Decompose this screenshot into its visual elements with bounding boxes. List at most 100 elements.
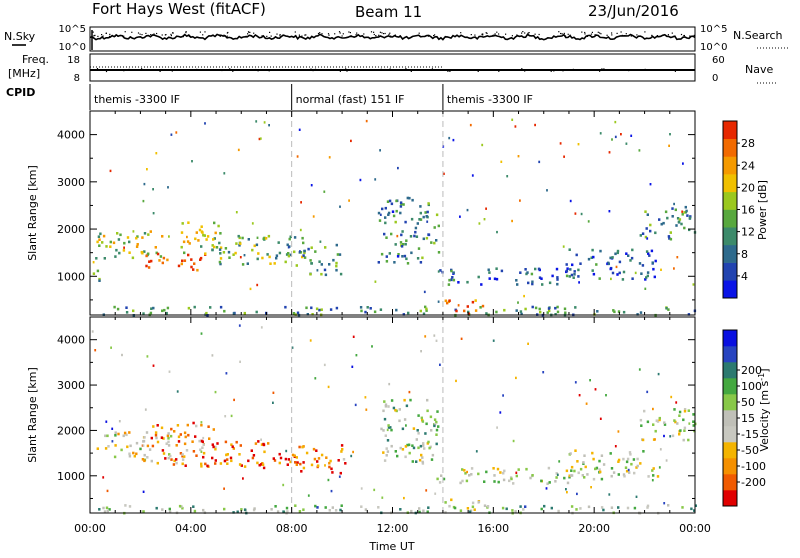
scatter-cell — [669, 435, 672, 438]
scatter-cell — [419, 309, 422, 313]
scatter-cell — [591, 248, 594, 252]
scatter-cell — [338, 475, 341, 478]
scatter-cell — [448, 278, 451, 282]
scatter-cell — [654, 429, 657, 433]
scatter-cell — [639, 418, 643, 422]
scatter-cell — [435, 428, 439, 432]
scatter-cell — [419, 444, 423, 448]
scatter-cell — [177, 435, 181, 439]
scatter-cell — [448, 299, 451, 302]
scatter-cell — [412, 427, 416, 430]
scatter-cell — [143, 453, 146, 457]
scatter-cell — [382, 409, 385, 413]
scatter-cell — [253, 507, 256, 510]
scatter-cell — [162, 452, 166, 455]
scatter-cell — [119, 233, 122, 237]
scatter-cell — [595, 263, 598, 266]
scatter-cell — [410, 509, 413, 513]
scatter-cell — [145, 254, 148, 258]
scatter-cell — [627, 468, 630, 472]
scatter-cell — [646, 274, 649, 278]
nsearch-point — [249, 31, 251, 33]
scatter-cell — [500, 160, 503, 163]
scatter-cell — [574, 212, 577, 215]
colorbar-swatch — [723, 490, 737, 507]
scatter-cell — [446, 301, 449, 305]
scatter-cell — [399, 201, 403, 204]
scatter-cell — [411, 198, 414, 202]
nsearch-point — [516, 34, 518, 36]
scatter-cell — [398, 408, 401, 411]
scatter-cell — [391, 210, 395, 213]
scatter-cell — [135, 245, 139, 248]
scatter-cell — [272, 457, 275, 460]
scatter-cell — [317, 457, 321, 460]
scatter-cell — [471, 505, 475, 509]
scatter-cell — [105, 420, 108, 423]
scatter-cell — [141, 236, 144, 239]
scatter-cell — [591, 269, 594, 272]
scatter-cell — [405, 239, 408, 242]
scatter-cell — [404, 242, 407, 246]
scatter-cell — [311, 262, 313, 265]
scatter-cell — [199, 258, 202, 261]
scatter-cell — [132, 451, 135, 455]
scatter-cell — [192, 421, 195, 425]
scatter-cell — [477, 472, 480, 476]
scatter-cell — [615, 265, 618, 269]
scatter-cell — [172, 463, 176, 466]
scatter-cell — [165, 311, 168, 315]
scatter-cell — [150, 259, 153, 263]
scatter-cell — [312, 215, 315, 218]
scatter-cell — [408, 390, 411, 394]
nsearch-point — [101, 34, 103, 36]
scatter-cell — [658, 418, 661, 422]
scatter-cell — [214, 462, 217, 465]
scatter-cell — [237, 148, 240, 152]
scatter-cell — [359, 178, 362, 182]
scatter-cell — [136, 235, 139, 238]
scatter-cell — [162, 256, 166, 260]
scatter-cell — [566, 491, 568, 494]
scatter-cell — [598, 277, 601, 280]
scatter-cell — [217, 224, 220, 228]
scatter-cell — [678, 432, 681, 436]
nave-point — [141, 68, 143, 70]
scatter-cell — [682, 418, 685, 422]
scatter-cell — [149, 311, 153, 315]
scatter-cell — [577, 268, 580, 272]
scatter-cell — [392, 214, 396, 218]
scatter-cell — [330, 489, 333, 493]
scatter-cell — [154, 431, 158, 434]
scatter-cell — [296, 461, 299, 464]
scatter-cell — [599, 470, 602, 474]
scatter-cell — [238, 324, 241, 327]
scatter-cell — [605, 394, 607, 397]
colorbar-tick-label: 100 — [741, 380, 762, 393]
scatter-cell — [649, 223, 652, 227]
scatter-cell — [383, 232, 386, 236]
freq-trace-group — [90, 66, 695, 73]
scatter-cell — [200, 332, 203, 335]
scatter-cell — [610, 506, 614, 509]
scatter-cell — [693, 429, 696, 433]
colorbar-swatch — [723, 394, 737, 411]
scatter-cell — [435, 433, 438, 436]
scatter-cell — [257, 252, 260, 255]
scatter-cell — [195, 424, 198, 428]
nsearch-point — [496, 31, 498, 33]
scatter-cell — [414, 230, 417, 234]
scatter-cell — [386, 428, 389, 432]
scatter-cell — [235, 440, 238, 444]
nave-point — [245, 69, 247, 71]
colorbar-swatch — [723, 244, 737, 263]
scatter-cell — [433, 226, 436, 229]
scatter-cell — [315, 307, 319, 311]
scatter-cell — [608, 493, 611, 496]
scatter-cell — [666, 216, 669, 220]
scatter-cell — [293, 236, 297, 239]
scatter-cell — [457, 304, 460, 307]
scatter-cell — [409, 398, 412, 402]
colorbar-swatch — [723, 191, 737, 210]
scatter-cell — [340, 444, 344, 447]
